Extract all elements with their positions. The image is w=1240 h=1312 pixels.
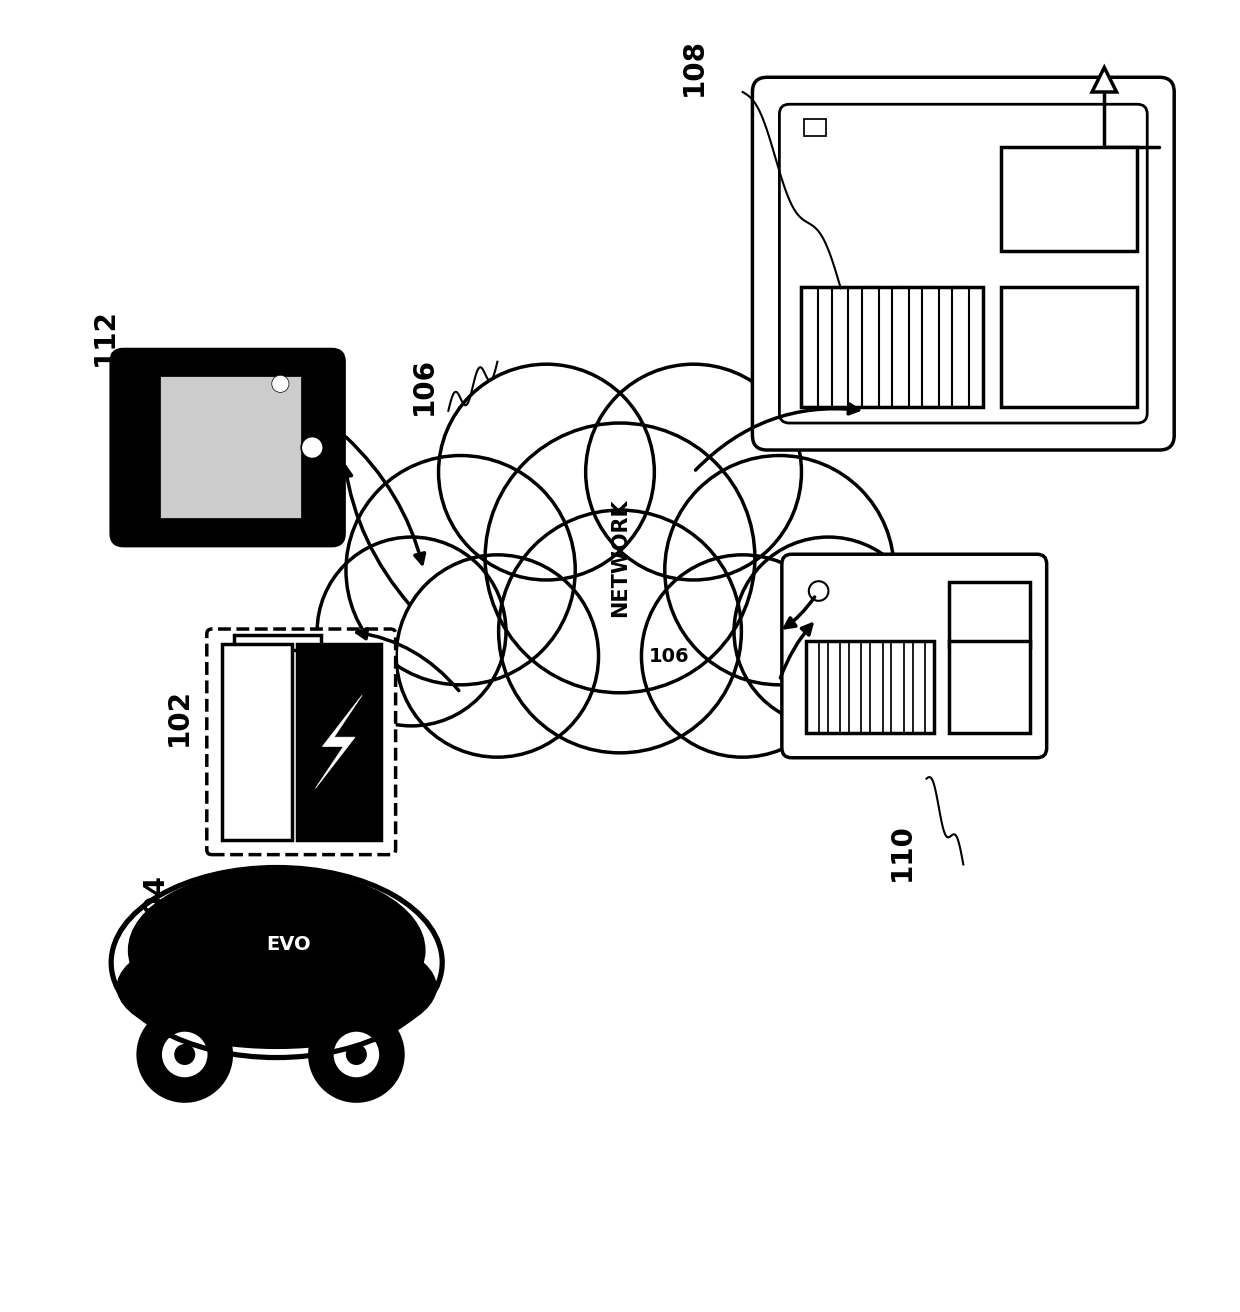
Polygon shape (315, 695, 362, 789)
Text: NETWORK: NETWORK (610, 499, 630, 617)
Bar (1001, 147, 1137, 252)
Polygon shape (1105, 85, 1166, 147)
Bar (296, 644, 381, 840)
FancyArrowPatch shape (785, 597, 815, 627)
FancyArrowPatch shape (357, 628, 459, 690)
Circle shape (498, 510, 742, 753)
FancyArrowPatch shape (696, 404, 858, 470)
Circle shape (665, 455, 894, 685)
Circle shape (138, 1008, 232, 1101)
Circle shape (734, 537, 923, 726)
Text: 104: 104 (140, 872, 169, 930)
Bar (923, 287, 939, 407)
Circle shape (641, 555, 843, 757)
Bar (222, 644, 291, 840)
Ellipse shape (118, 926, 436, 1048)
Bar (806, 642, 934, 733)
Bar (1001, 287, 1137, 407)
FancyBboxPatch shape (112, 349, 345, 546)
Bar (870, 642, 883, 733)
Text: 108: 108 (680, 38, 708, 97)
Circle shape (585, 365, 801, 580)
Bar (913, 642, 925, 733)
FancyArrowPatch shape (346, 437, 424, 564)
Polygon shape (1092, 67, 1116, 92)
FancyBboxPatch shape (780, 104, 1147, 422)
Bar (234, 635, 321, 649)
Circle shape (317, 537, 506, 726)
Circle shape (175, 1044, 195, 1064)
FancyArrowPatch shape (341, 466, 409, 605)
Bar (949, 583, 1029, 647)
Bar (160, 377, 303, 518)
Bar (804, 119, 826, 136)
FancyBboxPatch shape (782, 554, 1047, 758)
Bar (952, 287, 970, 407)
Circle shape (301, 437, 324, 459)
Circle shape (397, 555, 599, 757)
Circle shape (346, 455, 575, 685)
Text: EVO: EVO (267, 934, 311, 954)
Bar (827, 642, 841, 733)
Circle shape (485, 422, 755, 693)
Bar (801, 287, 818, 407)
Text: 112: 112 (91, 308, 119, 366)
Circle shape (160, 1030, 210, 1078)
Circle shape (346, 1044, 366, 1064)
Bar (892, 287, 909, 407)
Bar (862, 287, 879, 407)
Bar (806, 642, 818, 733)
Circle shape (272, 375, 289, 392)
Bar (949, 642, 1029, 733)
FancyBboxPatch shape (753, 77, 1174, 450)
Bar (801, 287, 982, 407)
Text: 110: 110 (888, 823, 916, 882)
FancyArrowPatch shape (780, 625, 812, 678)
Circle shape (332, 1030, 381, 1078)
Bar (892, 642, 904, 733)
Circle shape (310, 1008, 403, 1101)
Circle shape (439, 365, 655, 580)
FancyBboxPatch shape (207, 628, 396, 854)
Text: 102: 102 (165, 689, 192, 747)
Ellipse shape (129, 871, 424, 1030)
Bar (849, 642, 862, 733)
Text: 106: 106 (649, 647, 689, 665)
Bar (832, 287, 848, 407)
Text: 106: 106 (410, 357, 438, 416)
